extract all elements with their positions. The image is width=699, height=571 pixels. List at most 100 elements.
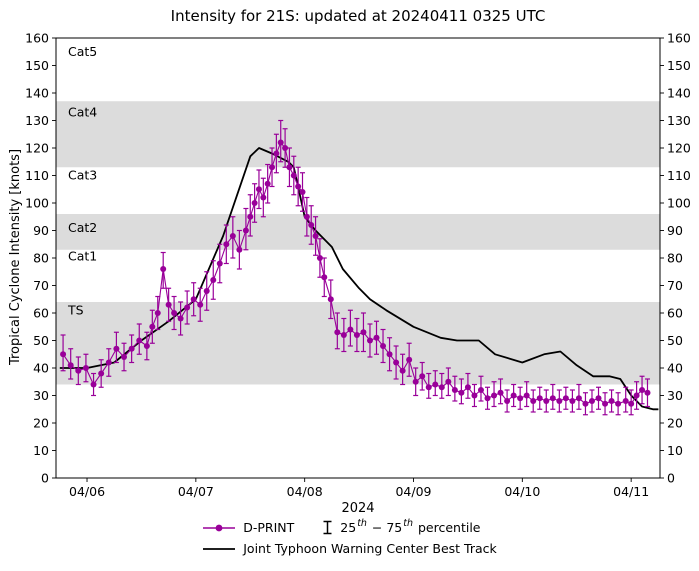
- dprint-legend-label: D-PRINT: [243, 520, 295, 535]
- dprint-point: [67, 362, 74, 369]
- dprint-point: [582, 400, 589, 407]
- y-tick-label-left: 40: [33, 360, 49, 375]
- dprint-point: [380, 343, 387, 349]
- dprint-point: [247, 213, 254, 220]
- dprint-point: [90, 381, 97, 388]
- dprint-point: [549, 395, 556, 402]
- band-label-Cat2: Cat2: [68, 220, 97, 235]
- y-tick-label-left: 20: [33, 415, 49, 430]
- legend-block: D-PRINT 25th − 75th percentile Joi: [202, 518, 497, 556]
- dprint-point: [399, 367, 406, 374]
- dprint-point: [143, 343, 150, 349]
- dprint-point: [432, 381, 439, 388]
- y-tick-label-right: 50: [667, 333, 683, 348]
- dprint-point: [236, 246, 243, 253]
- y-tick-label-left: 60: [33, 305, 49, 320]
- dprint-point: [419, 373, 426, 380]
- dprint-point: [210, 277, 217, 283]
- y-tick-label-right: 80: [667, 250, 683, 265]
- y-tick-label-right: 10: [667, 443, 683, 458]
- jtwc-legend-marker-icon: [203, 547, 236, 550]
- legend-item-jtwc: Joint Typhoon Warning Center Best Track: [202, 541, 497, 556]
- category-bands: [56, 101, 660, 385]
- legend-item-percentile: 25th − 75th percentile: [322, 518, 481, 536]
- dprint-point: [171, 310, 178, 316]
- dprint-point: [154, 310, 161, 316]
- y-tick-label-left: 80: [33, 250, 49, 265]
- dprint-point: [197, 301, 204, 308]
- dprint-point: [190, 296, 197, 303]
- dprint-point: [484, 395, 491, 402]
- percentile-legend-label: 25th − 75th percentile: [340, 518, 481, 536]
- dprint-point: [165, 301, 172, 308]
- y-tick-label-right: 110: [667, 168, 691, 183]
- dprint-point: [445, 378, 452, 385]
- dprint-point: [303, 213, 310, 220]
- y-tick-label-right: 130: [667, 113, 691, 128]
- band-Cat2: [56, 214, 660, 250]
- dprint-point: [536, 395, 543, 402]
- dprint-point: [504, 398, 511, 404]
- dprint-point: [353, 332, 360, 338]
- dprint-point: [98, 370, 105, 377]
- y-tick-label-right: 150: [667, 58, 691, 73]
- y-tick-label-left: 90: [33, 223, 49, 238]
- y-tick-label-right: 120: [667, 140, 691, 155]
- y-tick-label-left: 110: [25, 168, 49, 183]
- x-axis-title: 2024: [341, 501, 374, 515]
- band-Cat4: [56, 101, 660, 168]
- x-tick-label: 04/08: [287, 484, 323, 499]
- dprint-point: [269, 164, 276, 171]
- dprint-point: [282, 145, 289, 151]
- x-tick-label: 04/09: [395, 484, 431, 499]
- dprint-point: [602, 400, 609, 407]
- dprint-point: [277, 139, 284, 146]
- dprint-point: [203, 288, 210, 294]
- dprint-point: [273, 150, 280, 157]
- dprint-point: [308, 222, 315, 228]
- y-tick-label-left: 10: [33, 443, 49, 458]
- dprint-point: [438, 384, 445, 391]
- y-axis-ticks: 0 0 10 10 20 20 30 30 40 40 50 50 60 60 70 70 80 80 90 90 10…: [25, 30, 691, 485]
- y-tick-label-left: 120: [25, 140, 49, 155]
- band-label-Cat3: Cat3: [68, 168, 97, 183]
- y-tick-label-right: 30: [667, 388, 683, 403]
- legend-item-dprint: D-PRINT: [202, 520, 294, 535]
- dprint-point: [458, 389, 465, 396]
- dprint-point: [575, 395, 582, 402]
- y-tick-label-right: 0: [667, 470, 675, 485]
- legend-row-2: Joint Typhoon Warning Center Best Track: [202, 541, 497, 556]
- band-label-TS: TS: [67, 302, 84, 317]
- y-tick-label-right: 100: [667, 195, 691, 210]
- legend-row-1: D-PRINT 25th − 75th percentile: [202, 518, 481, 536]
- dprint-point: [149, 323, 156, 330]
- legend: D-PRINT 25th − 75th percentile Joi: [0, 518, 699, 556]
- jtwc-legend-label: Joint Typhoon Warning Center Best Track: [243, 541, 497, 556]
- y-tick-label-right: 70: [667, 278, 683, 293]
- dprint-point: [327, 296, 334, 303]
- dprint-point: [569, 398, 576, 404]
- dprint-point: [321, 274, 328, 281]
- y-tick-label-left: 160: [25, 30, 49, 45]
- y-tick-label-left: 0: [41, 470, 49, 485]
- y-tick-label-left: 150: [25, 58, 49, 73]
- y-tick-label-right: 140: [667, 85, 691, 100]
- dprint-point: [136, 337, 143, 344]
- errorbar-legend-marker-icon: [323, 520, 332, 535]
- y-tick-label-left: 100: [25, 195, 49, 210]
- dprint-point: [360, 329, 367, 336]
- dprint-point: [523, 392, 530, 399]
- y-tick-label-left: 130: [25, 113, 49, 128]
- jtwc-best-track-line: [59, 147, 659, 411]
- dprint-point: [464, 384, 471, 391]
- dprint-point: [477, 387, 484, 393]
- dprint-point: [60, 351, 67, 358]
- dprint-point: [373, 334, 380, 341]
- dprint-point: [497, 389, 504, 396]
- dprint-point: [184, 304, 191, 311]
- dprint-point: [177, 315, 184, 322]
- dprint-point: [121, 354, 128, 360]
- dprint-point: [223, 241, 230, 248]
- chart-title: Intensity for 21S: updated at 20240411 0…: [170, 7, 546, 25]
